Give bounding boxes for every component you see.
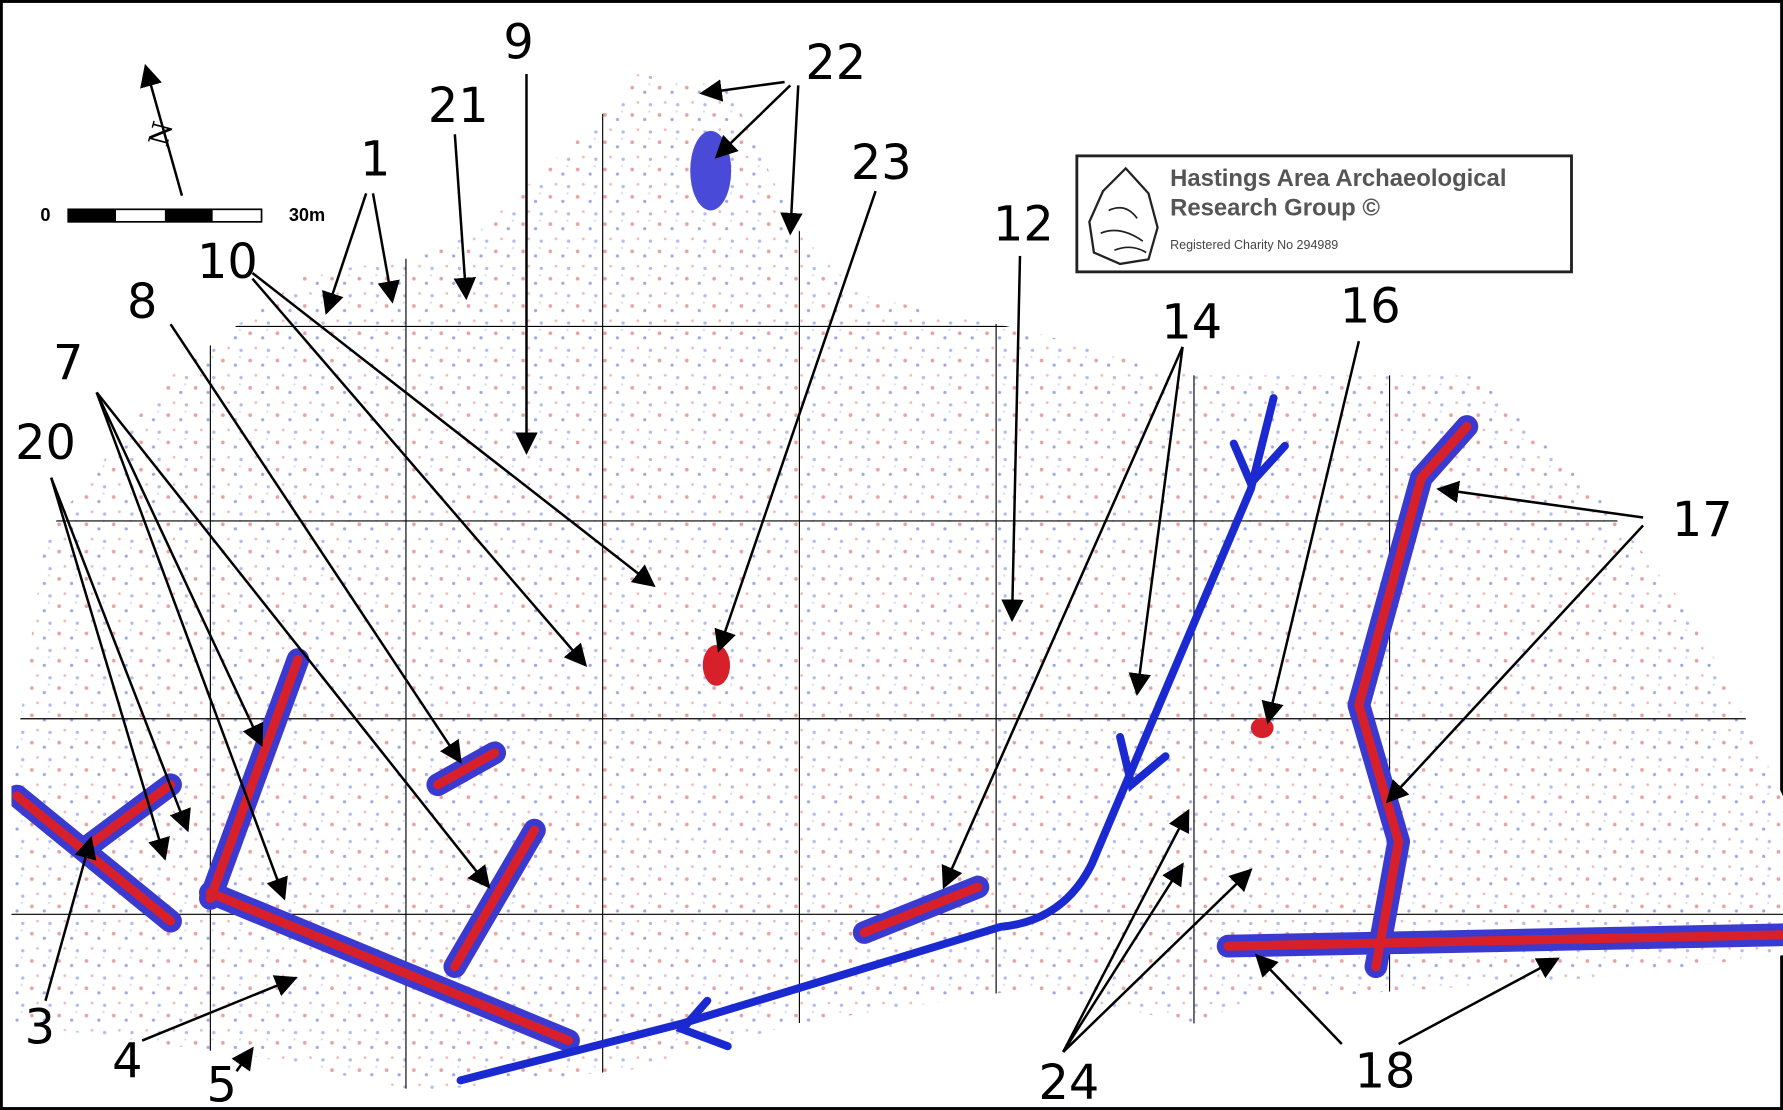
logo-title-2: Research Group ©: [1170, 195, 1380, 222]
annotation-label: 7: [53, 336, 83, 391]
scale-start: 0: [40, 205, 50, 225]
annotation-label: 14: [1161, 295, 1222, 350]
annotation-label: 22: [805, 36, 866, 91]
annotation-label: 24: [1039, 1056, 1100, 1110]
annotation-label: 9: [503, 16, 533, 71]
logo-charity: Registered Charity No 294989: [1170, 238, 1338, 252]
annotation-label: 20: [15, 416, 76, 471]
page: {"north_label":"N", "scale_bar":{"start"…: [0, 0, 1783, 1110]
annotation-label: 5: [207, 1058, 237, 1110]
survey-map: 13457891012141617182021222324 N 0 30m Ha…: [0, 0, 1783, 1110]
annotation-label: 1: [360, 133, 390, 188]
annotation-label: 8: [127, 275, 157, 330]
annotation-label: 17: [1672, 493, 1733, 548]
logo: Hastings Area Archaeological Research Gr…: [1077, 156, 1572, 272]
annotation-label: 21: [428, 79, 489, 134]
annotation-label: 3: [25, 1000, 55, 1055]
annotation-label: 12: [993, 198, 1054, 253]
annotation-label: 18: [1355, 1045, 1416, 1100]
scale-end: 30m: [289, 205, 325, 225]
annotation-label: 23: [851, 136, 912, 191]
annotation-label: 16: [1340, 279, 1401, 334]
logo-title-1: Hastings Area Archaeological: [1170, 165, 1506, 192]
annotation-label: 10: [197, 235, 258, 290]
annotation-label: 4: [112, 1034, 142, 1089]
